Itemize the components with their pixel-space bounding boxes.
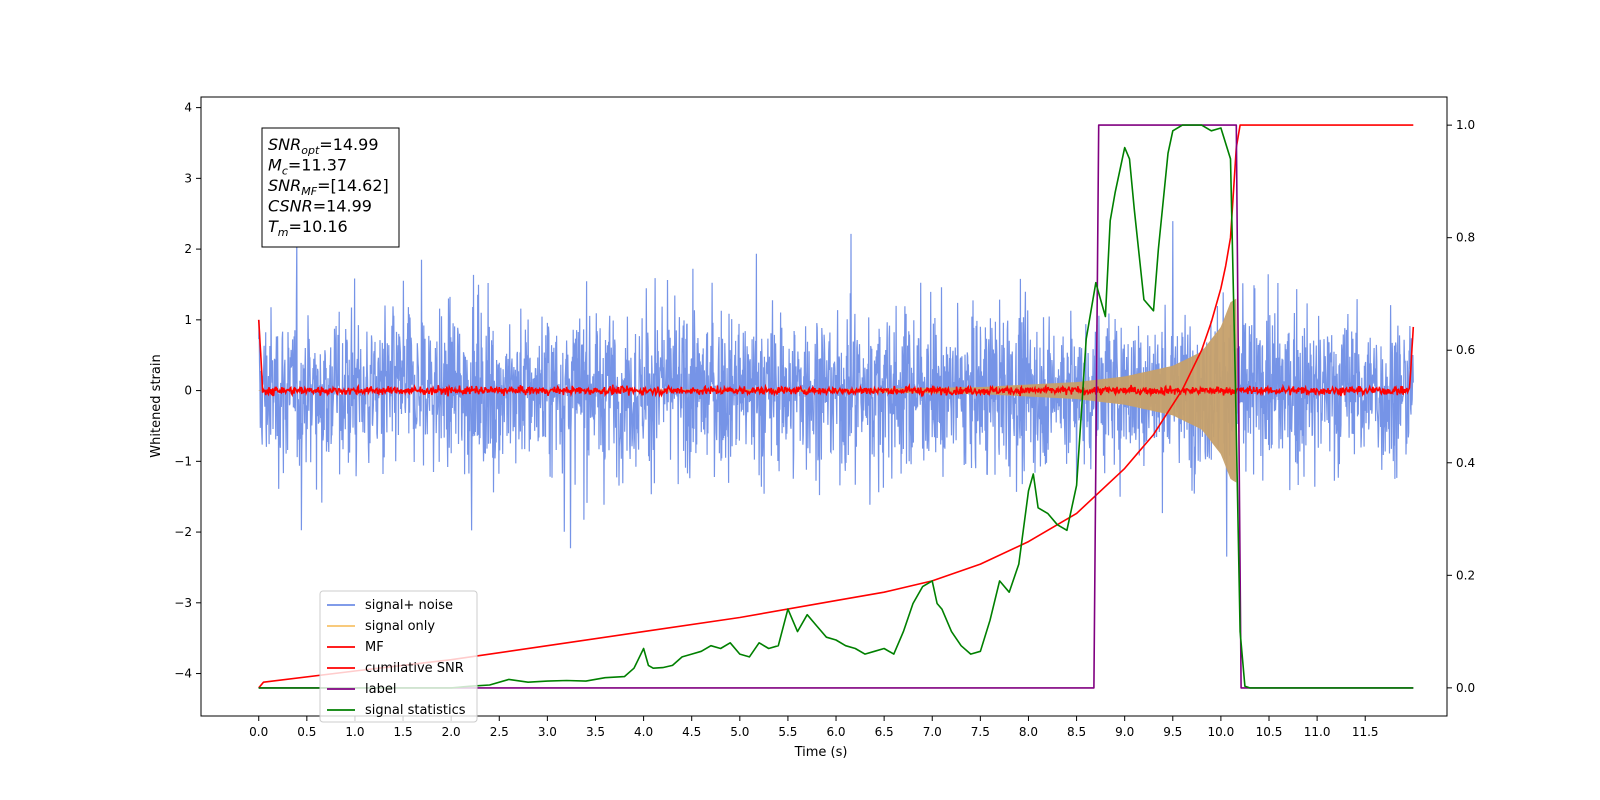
legend-label: label — [365, 682, 396, 697]
legend-label: signal+ noise — [365, 598, 453, 613]
y-tick-label: 2 — [184, 242, 192, 256]
x-tick-label: 0.5 — [297, 725, 316, 739]
x-tick-label: 7.0 — [923, 725, 942, 739]
annotation-symbol: T — [268, 217, 279, 236]
y-tick-label: 0 — [184, 384, 192, 398]
y-tick-label: 3 — [184, 171, 192, 185]
x-axis-label: Time (s) — [794, 745, 848, 760]
x-tick-label: 11.5 — [1352, 725, 1379, 739]
x-tick-label: 1.0 — [345, 725, 364, 739]
annotation-value: =14.99 — [319, 135, 378, 154]
annotation-symbol: SNR — [268, 176, 301, 195]
x-tick-label: 7.5 — [971, 725, 990, 739]
annotation-symbol: M — [268, 156, 282, 175]
y-tick-label: −2 — [174, 525, 192, 539]
annotation-text: SNRopt=14.99 Mc=11.37 SNRMF=[14.62] CSNR=14… — [268, 135, 389, 239]
series-cumulative-snr — [258, 124, 1414, 689]
y-tick-label: −3 — [174, 596, 192, 610]
legend-label: MF — [365, 640, 384, 655]
x-tick-label: 11.0 — [1304, 725, 1331, 739]
x-tick-label: 4.5 — [682, 725, 701, 739]
x-tick-label: 9.0 — [1115, 725, 1134, 739]
annotation-subscript: opt — [301, 144, 320, 157]
legend-label: signal only — [365, 619, 435, 634]
x-tick-label: 2.5 — [490, 725, 509, 739]
series-layer — [257, 124, 1415, 689]
series-signal-statistics — [258, 124, 1414, 689]
legend-frame — [319, 590, 478, 723]
series-mf — [257, 319, 1415, 398]
x-tick-label: 6.0 — [826, 725, 845, 739]
annotation-symbol: SNR — [268, 135, 301, 154]
annotation-frame — [261, 127, 400, 248]
annotation-subscript: c — [282, 165, 288, 178]
annotation-value: =11.37 — [288, 156, 347, 175]
x-tick-label: 5.5 — [778, 725, 797, 739]
annotation-symbol: CSNR — [268, 197, 313, 216]
x-tick-label: 9.5 — [1163, 725, 1182, 739]
x-tick-label: 8.5 — [1067, 725, 1086, 739]
y-axis-ticks: 4 3 2 1 0 −1 −2 −3 −4 — [174, 101, 201, 681]
y2-tick-label: 0.0 — [1456, 681, 1475, 695]
y-tick-label: −1 — [174, 454, 192, 468]
x-tick-label: 3.0 — [538, 725, 557, 739]
x-tick-label: 3.5 — [586, 725, 605, 739]
plot-frame — [200, 96, 1448, 717]
y2-tick-label: 0.2 — [1456, 568, 1475, 582]
x-tick-label: 2.0 — [442, 725, 461, 739]
legend-label: cumilative SNR — [365, 661, 464, 676]
y2-tick-label: 1.0 — [1456, 118, 1475, 132]
x-tick-label: 1.5 — [394, 725, 413, 739]
annotation-subscript: MF — [301, 185, 317, 198]
legend-items: signal+ noise signal only MF cumilative SNR… — [327, 598, 466, 718]
x-tick-label: 5.0 — [730, 725, 749, 739]
annotation-value: =10.16 — [289, 217, 348, 236]
y2-tick-label: 0.4 — [1456, 456, 1475, 470]
x-tick-label: 8.0 — [1019, 725, 1038, 739]
annotation-subscript: m — [278, 226, 289, 239]
annotation-box: SNRopt=14.99 Mc=11.37 SNRMF=[14.62] CSNR=14… — [261, 127, 400, 248]
annotation-value: =14.99 — [313, 197, 372, 216]
annotation-value: =[14.62] — [317, 176, 389, 195]
y-tick-label: 1 — [184, 313, 192, 327]
x-tick-label: 4.0 — [634, 725, 653, 739]
x-tick-label: 0.0 — [249, 725, 268, 739]
legend: signal+ noise signal only MF cumilative SNR… — [319, 590, 478, 723]
x-tick-label: 6.5 — [875, 725, 894, 739]
x-axis-ticks: 0.0 0.5 1.0 1.5 2.0 2.5 3.0 3.5 4.0 4.5 5.0 5.5 6.0 6… — [249, 716, 1379, 739]
y-tick-label: 4 — [184, 101, 192, 115]
y-tick-label: −4 — [174, 667, 192, 681]
y2-axis-ticks: 1.0 0.8 0.6 0.4 0.2 0.0 — [1447, 118, 1475, 695]
x-tick-label: 10.0 — [1208, 725, 1235, 739]
legend-label: signal statistics — [365, 703, 466, 718]
y2-tick-label: 0.6 — [1456, 343, 1475, 357]
y-axis-label: Whitened strain — [149, 354, 164, 457]
y2-tick-label: 0.8 — [1456, 231, 1475, 245]
x-tick-label: 10.5 — [1256, 725, 1283, 739]
